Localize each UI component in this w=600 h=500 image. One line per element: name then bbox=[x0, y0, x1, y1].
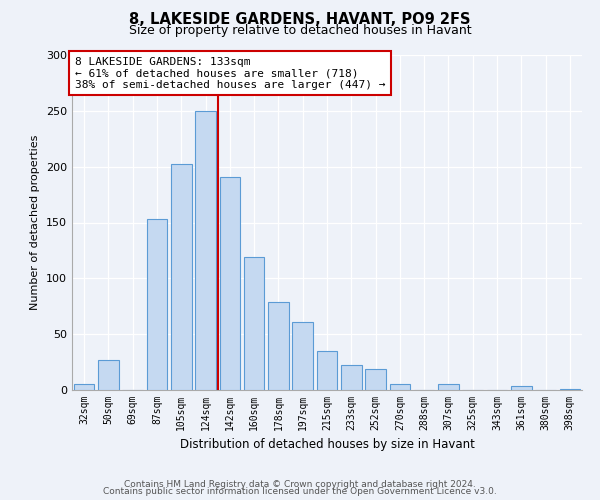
Bar bbox=[560, 389, 580, 390]
X-axis label: Distribution of detached houses by size in Havant: Distribution of detached houses by size … bbox=[179, 438, 475, 452]
Text: Size of property relative to detached houses in Havant: Size of property relative to detached ho… bbox=[128, 24, 472, 37]
Text: Contains public sector information licensed under the Open Government Licence v3: Contains public sector information licen… bbox=[103, 488, 497, 496]
Text: Contains HM Land Registry data © Crown copyright and database right 2024.: Contains HM Land Registry data © Crown c… bbox=[124, 480, 476, 489]
Bar bbox=[220, 176, 240, 390]
Bar bbox=[292, 322, 313, 390]
Bar bbox=[341, 366, 362, 390]
Bar bbox=[511, 386, 532, 390]
Bar bbox=[317, 351, 337, 390]
Bar bbox=[438, 384, 459, 390]
Bar bbox=[146, 219, 167, 390]
Bar bbox=[195, 111, 216, 390]
Text: 8, LAKESIDE GARDENS, HAVANT, PO9 2FS: 8, LAKESIDE GARDENS, HAVANT, PO9 2FS bbox=[129, 12, 471, 28]
Bar bbox=[389, 384, 410, 390]
Bar bbox=[171, 164, 191, 390]
Y-axis label: Number of detached properties: Number of detached properties bbox=[31, 135, 40, 310]
Bar bbox=[244, 257, 265, 390]
Bar bbox=[74, 384, 94, 390]
Text: 8 LAKESIDE GARDENS: 133sqm
← 61% of detached houses are smaller (718)
38% of sem: 8 LAKESIDE GARDENS: 133sqm ← 61% of deta… bbox=[74, 56, 385, 90]
Bar bbox=[365, 369, 386, 390]
Bar bbox=[98, 360, 119, 390]
Bar bbox=[268, 302, 289, 390]
